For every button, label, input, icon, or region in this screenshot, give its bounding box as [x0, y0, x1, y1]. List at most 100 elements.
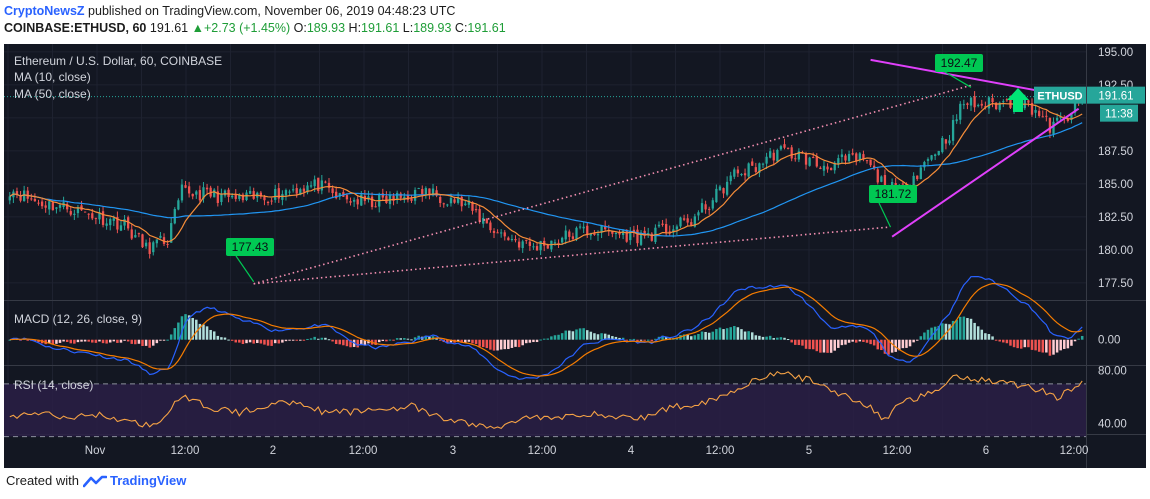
macd-bar — [966, 318, 969, 340]
time-axis-tick: 12:00 — [171, 445, 200, 457]
candle-body — [66, 203, 69, 210]
candle-body — [302, 188, 306, 192]
macd-bar — [306, 338, 309, 340]
macd-bar — [750, 332, 754, 340]
chart-canvas[interactable]: 192.47181.72177.43195.00192.50187.50185.… — [4, 44, 1146, 468]
candle-body — [166, 243, 169, 245]
macd-bar — [345, 339, 349, 347]
candle-body — [962, 104, 965, 106]
macd-bar — [392, 339, 395, 341]
macd-bar — [291, 339, 295, 341]
macd-bar — [600, 333, 603, 340]
macd-bar — [474, 339, 478, 344]
macd-bar — [869, 339, 872, 345]
price-axis-tick: 185.00 — [1098, 179, 1133, 191]
macd-bar — [327, 339, 331, 341]
macd-bar — [664, 337, 668, 340]
candle-body — [862, 154, 865, 160]
candle-body — [456, 197, 460, 203]
macd-bar — [360, 339, 363, 346]
candle-body — [180, 184, 184, 201]
macd-bar — [1045, 339, 1048, 353]
candle-body — [453, 199, 456, 203]
candle-body — [880, 176, 883, 182]
publisher-link[interactable]: CryptoNewsZ — [4, 4, 85, 18]
last-price: 191.61 — [149, 21, 189, 35]
time-axis-tick: 2 — [270, 445, 276, 457]
candle-body — [629, 231, 632, 241]
macd-bar — [772, 338, 776, 340]
candle-body — [715, 188, 718, 203]
price-pane-title: Ethereum / U.S. Dollar, 60, COINBASE — [14, 54, 222, 68]
tradingview-logo[interactable]: TradingView — [82, 473, 186, 488]
candle-body — [944, 139, 948, 144]
macd-bar — [141, 339, 144, 347]
callout-high-box — [935, 54, 983, 72]
candle-body — [611, 231, 614, 234]
macd-bar — [987, 334, 991, 340]
candle-body — [507, 237, 510, 241]
candle-body — [1066, 118, 1070, 122]
rsi-band-fill — [4, 383, 1086, 437]
macd-bar — [532, 339, 535, 343]
macd-bar — [73, 339, 76, 344]
macd-bar — [994, 339, 998, 341]
candle-body — [819, 167, 822, 169]
candle-body — [1070, 112, 1073, 120]
macd-bar — [69, 339, 73, 344]
candle-body — [295, 188, 298, 194]
macd-bar — [915, 339, 919, 341]
candle-body — [919, 167, 922, 179]
candle-body — [844, 155, 847, 161]
candle-body — [335, 191, 338, 199]
macd-bar — [492, 339, 496, 351]
macd-bar — [385, 339, 388, 342]
macd-bar — [550, 336, 553, 340]
candle-body — [299, 189, 302, 195]
macd-bar — [819, 339, 822, 353]
candle-body — [948, 140, 951, 144]
macd-bar — [539, 339, 542, 341]
ohlc-line: COINBASE:ETHUSD, 60 191.61 ▲+2.73 (+1.45… — [4, 20, 506, 37]
macd-bar — [603, 333, 607, 340]
macd-bar — [1048, 339, 1052, 356]
publish-info: CryptoNewsZ published on TradingView.com… — [4, 3, 506, 37]
macd-bar — [166, 339, 169, 341]
callout-mid-box — [869, 185, 917, 203]
price-tag-box — [1087, 86, 1145, 104]
macd-bar — [783, 337, 786, 340]
rsi-axis-tick: 80.00 — [1098, 366, 1127, 378]
candle-body — [137, 233, 141, 235]
support-trendline — [891, 107, 1080, 238]
candle-body — [159, 235, 162, 238]
candle-body — [528, 241, 532, 246]
candle-body — [557, 242, 560, 244]
candle-body — [959, 103, 962, 120]
candle-body — [306, 185, 309, 193]
candle-body — [370, 196, 374, 207]
macd-bar — [1019, 339, 1023, 349]
low-label: L: — [402, 21, 414, 35]
countdown-label: 11:38 — [1105, 109, 1133, 121]
macd-bar — [381, 339, 385, 342]
macd-bar — [704, 331, 707, 340]
macd-bar — [212, 331, 216, 340]
chart-panel[interactable]: 192.47 181.72 177.43 195.00 192.50 187.50 185.… — [4, 44, 1146, 468]
price-axis-tick: 182.50 — [1098, 212, 1133, 224]
macd-bar — [690, 336, 693, 340]
macd-bar — [456, 339, 460, 342]
macd-bar — [686, 334, 689, 340]
macd-bar — [826, 339, 829, 353]
macd-bar — [91, 339, 94, 343]
macd-bar — [467, 339, 471, 342]
candle-body — [485, 218, 488, 224]
macd-bar — [1012, 339, 1016, 348]
ma10-legend: MA (10, close) — [14, 70, 91, 84]
macd-bar — [313, 336, 316, 340]
candle-body — [141, 234, 144, 248]
candle-body — [87, 213, 90, 215]
macd-bar — [489, 339, 492, 350]
candle-body — [449, 197, 453, 204]
macd-bar — [926, 329, 930, 340]
candle-body — [812, 157, 815, 159]
